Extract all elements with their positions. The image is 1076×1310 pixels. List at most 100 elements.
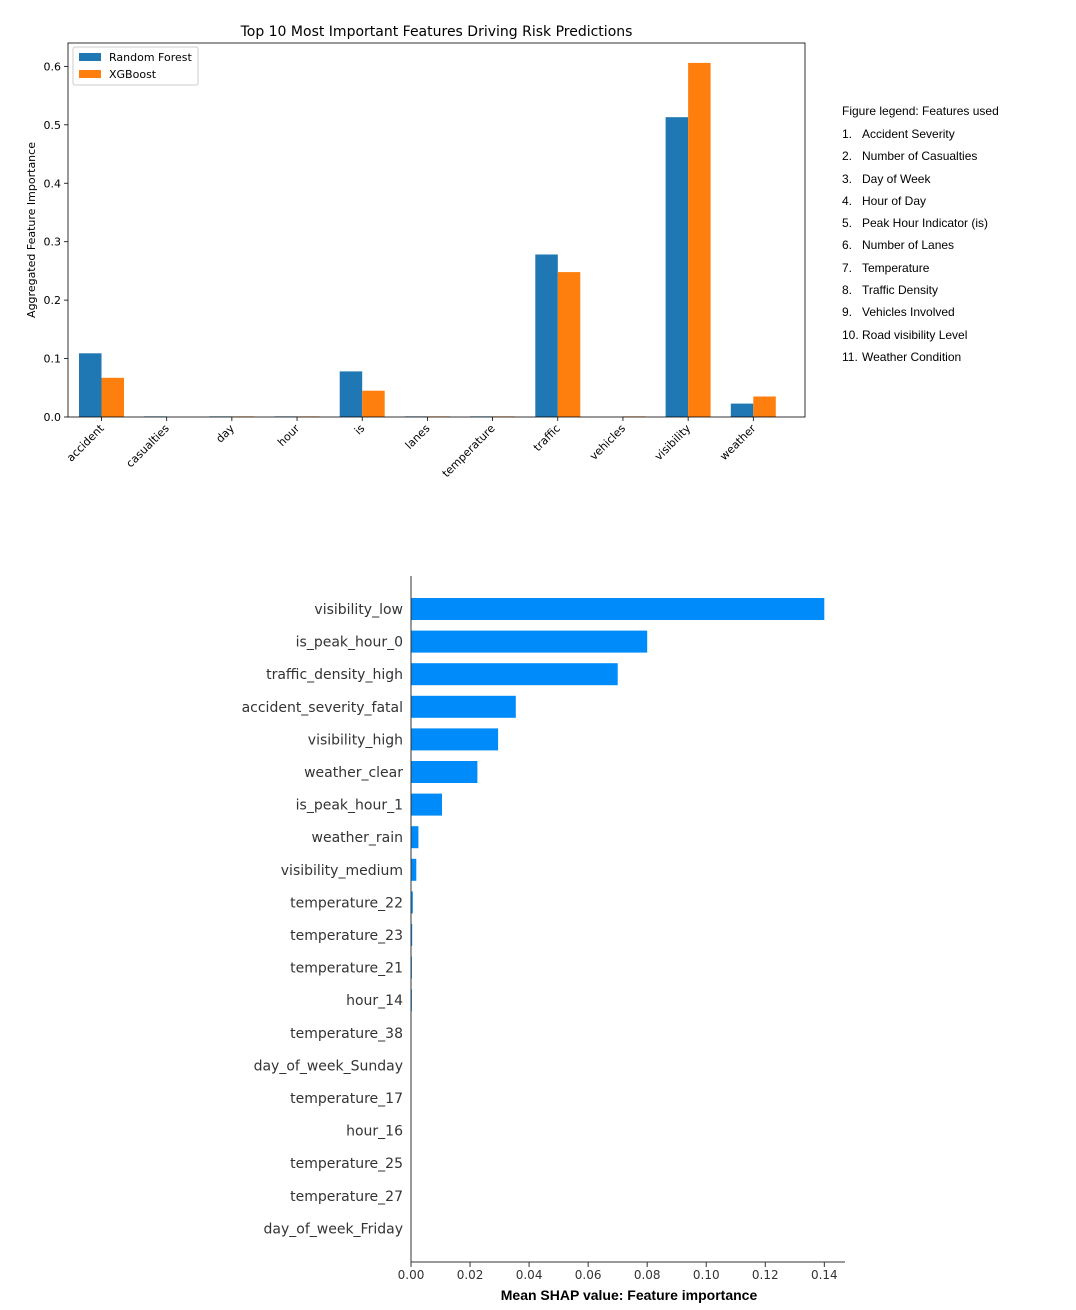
figure-legend-item: 4. Hour of Day	[842, 194, 1072, 216]
feature-label: temperature_17	[290, 1091, 403, 1107]
feature-label: weather_rain	[312, 830, 403, 846]
shap-bar	[411, 891, 413, 914]
x-tick-label: 0.02	[457, 1268, 484, 1282]
shap-bar	[411, 695, 516, 718]
figure-legend-item: 9. Vehicles Involved	[842, 305, 1072, 327]
figure-legend-item: 8. Traffic Density	[842, 283, 1072, 305]
feature-importance-bar-chart: Top 10 Most Important Features Driving R…	[25, 24, 806, 480]
y-tick-label: 0.1	[44, 353, 62, 366]
feature-label: day_of_week_Friday	[264, 1221, 403, 1237]
y-tick-label: 0.6	[44, 60, 62, 73]
figure-legend-item: 1. Accident Severity	[842, 127, 1072, 149]
feature-label: day_of_week_Sunday	[254, 1058, 403, 1074]
figure-legend-title: Figure legend: Features used	[842, 104, 999, 118]
figure-legend-list: 1. Accident Severity 2. Number of Casualtie…	[842, 127, 1072, 372]
bar-random-forest	[535, 254, 558, 417]
feature-label: is_peak_hour_1	[296, 798, 403, 814]
y-tick-label: 0.4	[44, 177, 62, 190]
figure-legend-item: 6. Number of Lanes	[842, 238, 1072, 260]
feature-label: visibility_high	[308, 732, 403, 748]
bar-xgboost	[557, 272, 581, 417]
chart-title: Top 10 Most Important Features Driving R…	[240, 24, 633, 40]
bar-random-forest	[79, 353, 102, 417]
feature-label: visibility_low	[314, 602, 403, 618]
figure-legend-item-text: Day of Week	[862, 171, 931, 186]
legend-label: XGBoost	[109, 68, 157, 81]
bar-random-forest	[665, 117, 689, 417]
figure-legend-item: 7. Temperature	[842, 261, 1072, 283]
figure-legend-item-text: Peak Hour Indicator (is)	[862, 216, 989, 231]
figure-legend-item-number: 1.	[842, 127, 853, 141]
figure-legend-item-text: Road visibility Level	[862, 327, 968, 342]
y-tick-label: 0.0	[44, 411, 62, 424]
figure-legend-item-text: Weather Condition	[862, 349, 962, 364]
y-axis-label: Aggregated Feature Importance	[25, 142, 38, 318]
bar-xgboost	[753, 396, 776, 417]
bar-random-forest	[730, 403, 754, 417]
feature-label: hour_14	[346, 993, 403, 1009]
y-tick-label: 0.2	[44, 294, 62, 307]
x-tick-label: 0.12	[752, 1268, 779, 1282]
figure-legend-item: 2. Number of Casualties	[842, 149, 1072, 171]
figure-legend-item-text: Number of Casualties	[862, 149, 978, 164]
figure-legend-item-text: Hour of Day	[862, 193, 927, 208]
figure-legend-item-text: Vehicles Involved	[862, 305, 955, 320]
feature-label: temperature_23	[290, 928, 403, 944]
x-tick-label: 0.08	[634, 1268, 661, 1282]
figure-legend-item-number: 10.	[842, 327, 859, 342]
figure-legend-item-number: 2.	[842, 149, 853, 164]
bar-xgboost	[688, 62, 711, 418]
shap-bar	[411, 858, 417, 881]
figure-legend-item-number: 7.	[842, 260, 853, 275]
figure-legend-item-text: Traffic Density	[862, 283, 939, 298]
bar-xgboost	[101, 377, 124, 417]
figure-legend-item-number: 6.	[842, 238, 853, 253]
legend-label: Random Forest	[109, 51, 192, 64]
bar-random-forest	[339, 371, 363, 417]
x-tick-label: 0.14	[811, 1268, 838, 1282]
x-axis-label: Mean SHAP value: Feature importance	[501, 1287, 758, 1303]
figure-legend-item-number: 8.	[842, 283, 853, 298]
figure-legend-item: 10. Road visibility Level	[842, 328, 1072, 350]
chart-legend: Random Forest XGBoost	[72, 46, 199, 86]
shap-bar	[411, 630, 648, 653]
shap-bar	[411, 663, 618, 686]
shap-bar	[411, 924, 413, 946]
feature-label: visibility_medium	[281, 863, 403, 879]
figure-legend-item-text: Accident Severity	[862, 127, 955, 141]
feature-label: temperature_21	[290, 961, 403, 977]
shap-bar	[411, 793, 442, 816]
legend-swatch	[79, 70, 101, 78]
x-tick-label: 0.06	[575, 1268, 602, 1282]
bar-xgboost	[362, 390, 385, 417]
shap-bar	[411, 826, 419, 849]
feature-label: temperature_38	[290, 1026, 403, 1042]
y-tick-label: 0.3	[44, 236, 62, 249]
figure-legend-item: 3. Day of Week	[842, 172, 1072, 194]
shap-bar	[411, 728, 499, 751]
figure-legend-item-number: 5.	[842, 216, 853, 231]
figure-legend-item-number: 3.	[842, 171, 853, 186]
figure-legend-item: 11. Weather Condition	[842, 350, 1072, 372]
shap-bar	[411, 598, 825, 620]
feature-label: weather_clear	[304, 765, 403, 781]
y-tick-label: 0.5	[44, 119, 62, 132]
legend-box	[72, 46, 199, 86]
figure-legend-item-number: 4.	[842, 193, 853, 208]
feature-label: temperature_25	[290, 1156, 403, 1172]
feature-label: accident_severity_fatal	[242, 700, 403, 716]
x-tick-label: 0.00	[398, 1268, 425, 1282]
legend-swatch	[79, 53, 101, 61]
shap-bar	[411, 761, 478, 783]
feature-label: traffic_density_high	[266, 667, 403, 683]
figure-legend-item-number: 9.	[842, 305, 853, 320]
figure-legend: Figure legend: Features used 1. Accident …	[842, 104, 1072, 372]
figure-legend-item-text: Temperature	[862, 260, 930, 275]
feature-label: temperature_22	[290, 895, 403, 911]
feature-label: is_peak_hour_0	[296, 635, 403, 651]
figure-legend-item-text: Number of Lanes	[862, 238, 955, 253]
x-tick-label: 0.04	[516, 1268, 543, 1282]
figure-legend-item: 5. Peak Hour Indicator (is)	[842, 216, 1072, 238]
x-tick-label: 0.10	[693, 1268, 720, 1282]
